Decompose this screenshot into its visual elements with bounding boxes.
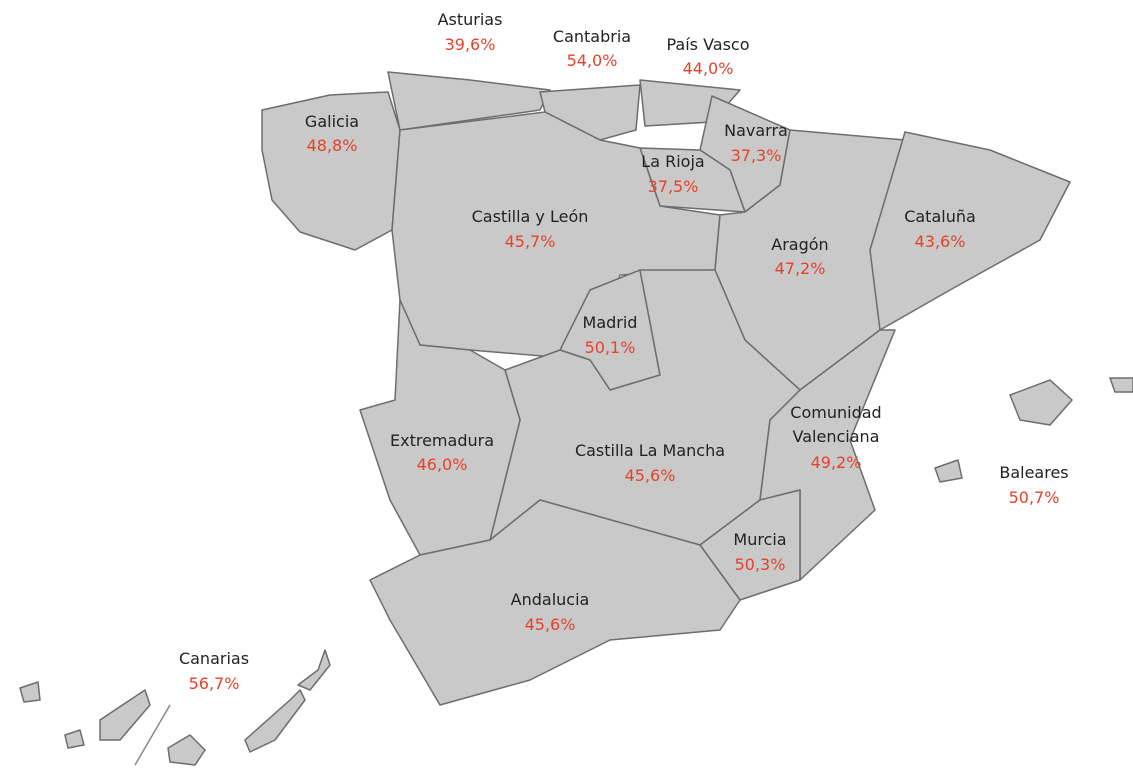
region-value: 54,0%: [567, 51, 618, 70]
region-value: 50,7%: [1009, 488, 1060, 507]
region-name: Valenciana: [793, 427, 880, 446]
region-name: Galicia: [305, 112, 359, 131]
canarias-shape: [19, 681, 41, 703]
baleares-shape: [1109, 377, 1133, 393]
cantabria-shape: [539, 84, 641, 141]
canarias-shape: [167, 734, 206, 766]
region-value: 45,7%: [505, 232, 556, 251]
region-shapes: [19, 71, 1133, 766]
canarias-shape: [244, 689, 306, 753]
region-value: 56,7%: [189, 674, 240, 693]
region-name: Comunidad: [790, 403, 881, 422]
region-value: 50,1%: [585, 338, 636, 357]
region-name: La Rioja: [641, 152, 704, 171]
region-value: 46,0%: [417, 455, 468, 474]
region-value: 37,5%: [648, 177, 699, 196]
region-name: Murcia: [733, 530, 786, 549]
murcia-shape: [699, 489, 801, 601]
region-value: 45,6%: [625, 466, 676, 485]
region-value: 44,0%: [683, 59, 734, 78]
canarias-divider: [134, 704, 171, 766]
region-value: 37,3%: [731, 146, 782, 165]
region-value: 45,6%: [525, 615, 576, 634]
canarias-shape: [297, 649, 331, 691]
region-value: 47,2%: [775, 259, 826, 278]
valencia-shape: [759, 329, 896, 581]
baleares-shape: [934, 459, 963, 483]
region-name: Canarias: [179, 649, 249, 668]
region-value: 48,8%: [307, 136, 358, 155]
region-name: País Vasco: [666, 35, 749, 54]
andalucia-shape: [369, 499, 741, 706]
canarias-shape: [64, 729, 85, 749]
region-name: Castilla La Mancha: [575, 441, 725, 460]
region-name: Asturias: [438, 10, 503, 29]
galicia-shape: [261, 91, 401, 251]
region-name: Extremadura: [390, 431, 494, 450]
labels: Asturias 39,6% Cantabria 54,0% País Vasc…: [179, 10, 1069, 693]
region-name: Baleares: [999, 463, 1068, 482]
region-value: 43,6%: [915, 232, 966, 251]
baleares-shape: [1009, 379, 1073, 426]
region-name: Cantabria: [553, 27, 631, 46]
canarias-shape: [99, 689, 151, 741]
region-value: 50,3%: [735, 555, 786, 574]
region-name: Castilla y León: [472, 207, 589, 226]
region-name: Navarra: [724, 121, 788, 140]
region-value: 49,2%: [811, 453, 862, 472]
region-name: Aragón: [771, 235, 828, 254]
region-value: 39,6%: [445, 35, 496, 54]
region-name: Andalucia: [511, 590, 590, 609]
region-name: Madrid: [583, 313, 638, 332]
cataluna-shape: [869, 131, 1071, 331]
region-name: Cataluña: [904, 207, 976, 226]
